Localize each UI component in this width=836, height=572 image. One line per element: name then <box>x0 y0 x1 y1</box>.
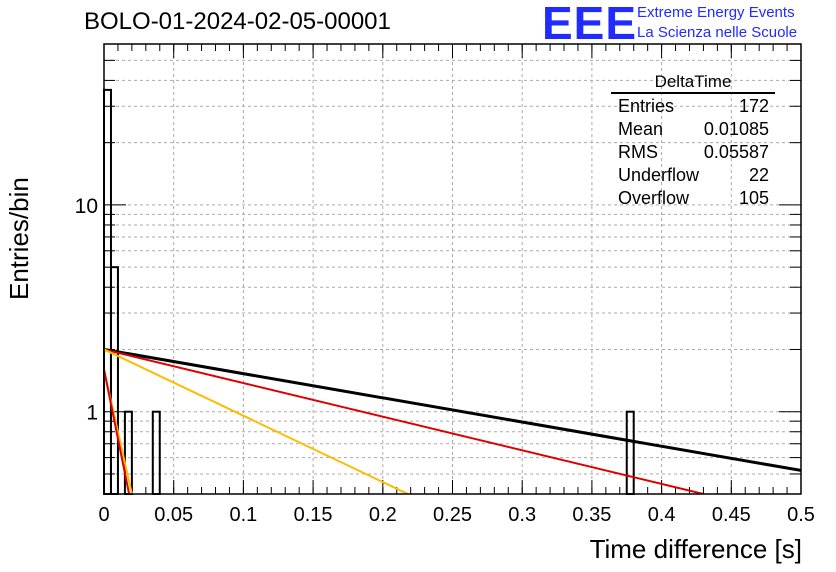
stats-value: 105 <box>738 188 769 208</box>
y-axis-label: Entries/bin <box>4 177 34 300</box>
fit-line <box>104 347 801 472</box>
histogram-bar <box>625 410 635 495</box>
stats-value: 22 <box>748 165 769 185</box>
stats-value: 0.01085 <box>703 119 769 139</box>
y-tick-label: 10 <box>75 195 98 218</box>
page-title: BOLO-01-2024-02-05-00001 <box>84 8 391 35</box>
stats-value: 0.05587 <box>703 142 769 162</box>
fit-line <box>104 348 704 494</box>
histogram-bar <box>151 410 161 495</box>
x-tick-label: 0.25 <box>433 504 472 526</box>
stats-label: Mean <box>618 119 664 139</box>
stats-title: DeltaTime <box>611 72 775 94</box>
y-tick-label: 1 <box>86 402 98 425</box>
x-tick-label: 0.45 <box>712 504 751 526</box>
stats-label: Entries <box>618 96 675 116</box>
stats-row-entries: Entries 172 <box>611 95 777 118</box>
x-tick-label: 0.05 <box>154 504 193 526</box>
stats-box: DeltaTime Entries 172 Mean 0.01085 RMS 0… <box>611 72 777 210</box>
x-tick-label: 0.1 <box>229 504 257 526</box>
histogram-bar <box>109 266 119 495</box>
x-tick-label: 0.15 <box>294 504 333 526</box>
x-axis-label: Time difference [s] <box>589 534 802 564</box>
stats-row-rms: RMS 0.05587 <box>611 141 777 164</box>
x-tick-label: 0.4 <box>648 504 676 526</box>
stats-label: Overflow <box>618 188 690 208</box>
stats-label: RMS <box>618 142 658 162</box>
logo-caption-line2: La Scienza nelle Scuole <box>637 24 798 41</box>
stats-row-mean: Mean 0.01085 <box>611 118 777 141</box>
logo-caption-line1: Extreme Energy Events <box>637 4 795 21</box>
stats-row-underflow: Underflow 22 <box>611 164 777 187</box>
x-tick-label: 0.5 <box>787 504 815 526</box>
eee-logo: EEE <box>542 0 638 49</box>
stats-value: 172 <box>738 96 769 116</box>
fit-line <box>104 369 131 494</box>
x-tick-label: 0.2 <box>369 504 397 526</box>
x-tick-label: 0.3 <box>508 504 536 526</box>
fit-line <box>104 348 409 494</box>
stats-row-overflow: Overflow 105 <box>611 187 777 210</box>
x-tick-label: 0.35 <box>572 504 611 526</box>
histogram-bar <box>103 88 112 496</box>
plot-frame <box>103 43 802 495</box>
stats-label: Underflow <box>618 165 700 185</box>
x-tick-label: 0 <box>98 504 109 526</box>
